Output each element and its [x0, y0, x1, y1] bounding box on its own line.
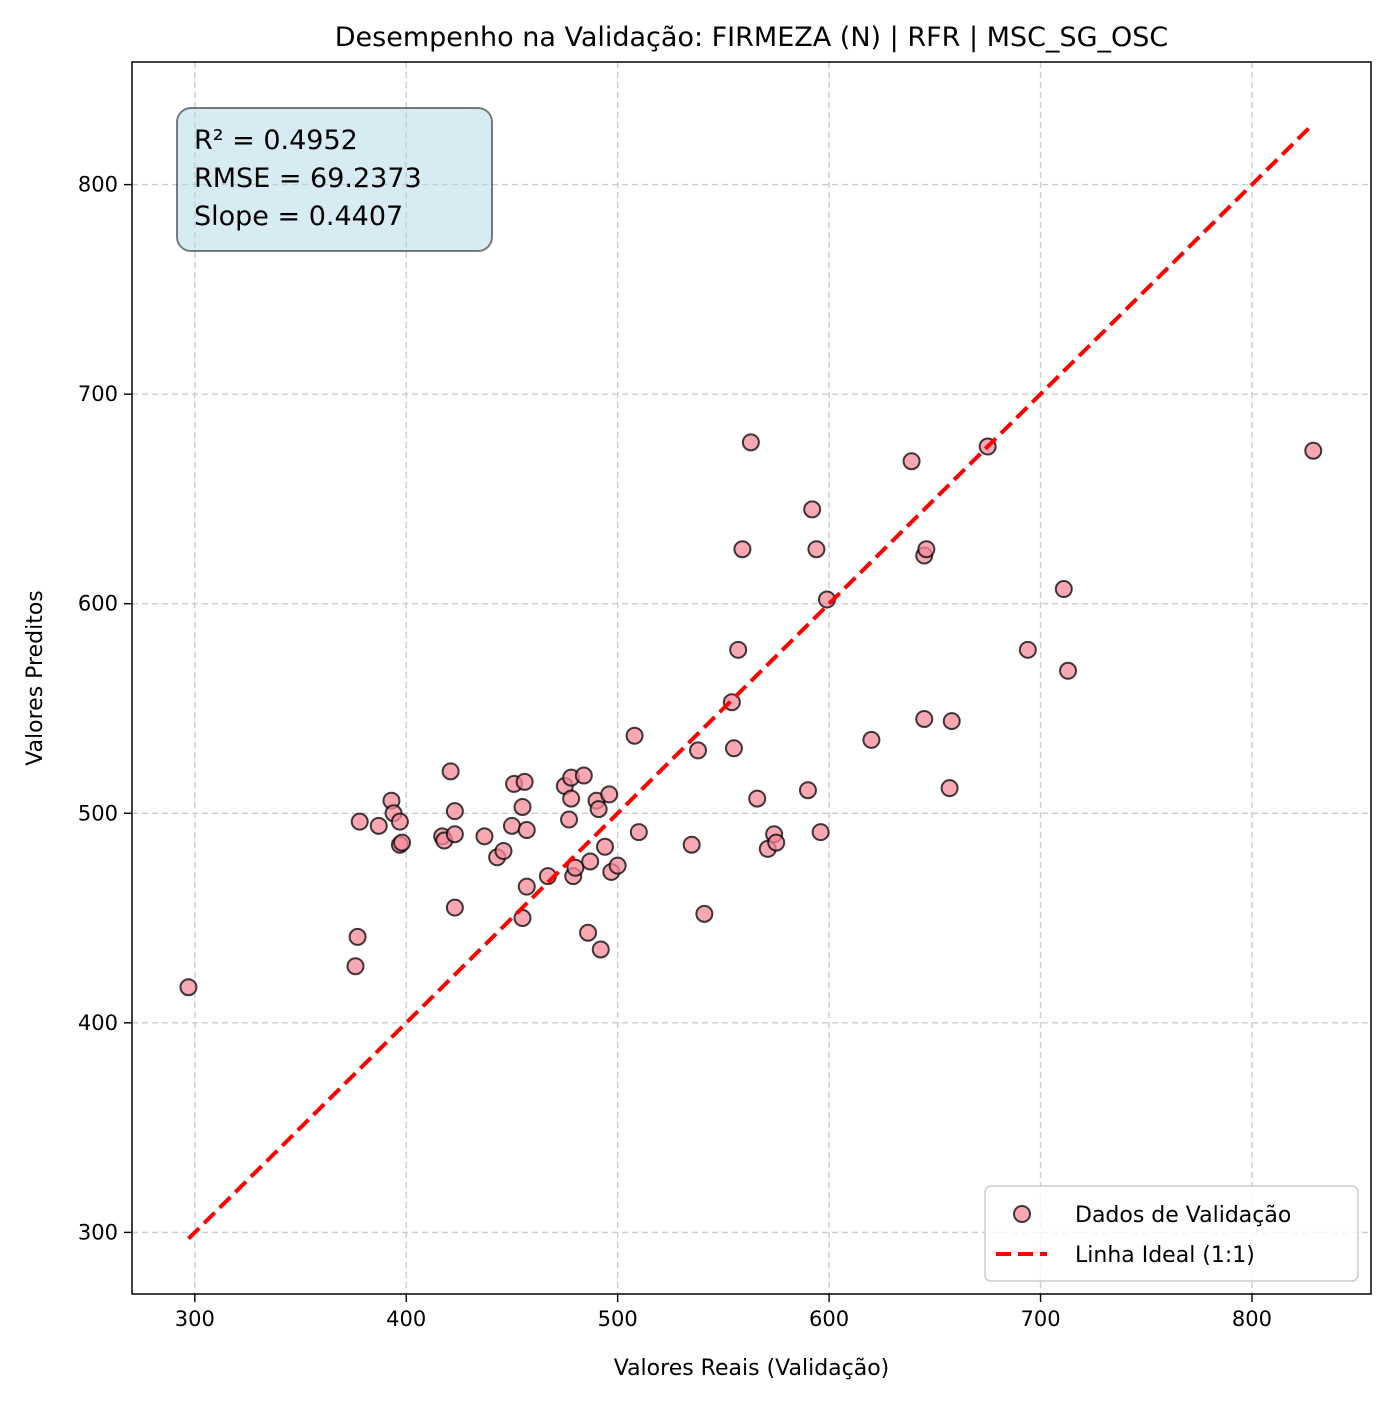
- data-point: [1304, 441, 1323, 460]
- data-point: [562, 789, 581, 808]
- data-point: [1054, 580, 1073, 599]
- data-point: [445, 825, 464, 844]
- data-point: [942, 712, 961, 731]
- grid: [132, 62, 1371, 1294]
- legend-label-line: Linha Ideal (1:1): [1075, 1243, 1255, 1268]
- plot-frame: [131, 61, 1372, 1295]
- data-point: [513, 797, 532, 816]
- y-tick-label: 800: [78, 173, 118, 197]
- data-point: [179, 978, 198, 997]
- data-point: [475, 827, 494, 846]
- data-point: [729, 640, 748, 659]
- data-point: [625, 726, 644, 745]
- stats-box: R² = 0.4952 RMSE = 69.2373 Slope = 0.4407: [176, 107, 493, 252]
- data-point: [346, 957, 365, 976]
- stats-line: RMSE = 69.2373: [194, 163, 422, 194]
- x-tick-label: 800: [1232, 1307, 1272, 1331]
- data-point: [608, 856, 627, 875]
- data-point: [1018, 640, 1037, 659]
- data-point: [682, 835, 701, 854]
- data-point: [915, 709, 934, 728]
- x-tick-label: 300: [175, 1307, 215, 1331]
- data-point: [502, 816, 521, 835]
- data-point: [566, 858, 585, 877]
- data-point: [902, 452, 921, 471]
- axis-ticks: 300 400 500 600 700 800 300 400 500 600 700 800: [78, 173, 1272, 1331]
- data-point: [441, 762, 460, 781]
- x-tick-label: 400: [386, 1307, 426, 1331]
- data-point: [741, 433, 760, 452]
- data-point: [917, 540, 936, 559]
- data-point: [515, 772, 534, 791]
- data-point: [589, 800, 608, 819]
- x-tick-label: 500: [598, 1307, 638, 1331]
- data-point: [811, 823, 830, 842]
- data-point: [445, 898, 464, 917]
- data-point: [517, 821, 536, 840]
- data-point: [940, 779, 959, 798]
- data-point: [767, 833, 786, 852]
- data-point: [350, 812, 369, 831]
- data-point: [629, 823, 648, 842]
- plot-area: [179, 122, 1323, 1241]
- chart-title: Desempenho na Validação: FIRMEZA (N) | R…: [335, 22, 1168, 53]
- stats-line: Slope = 0.4407: [194, 201, 403, 232]
- data-point: [445, 802, 464, 821]
- data-point: [748, 789, 767, 808]
- data-point: [579, 923, 598, 942]
- data-point: [369, 816, 388, 835]
- data-point: [494, 841, 513, 860]
- legend-frame: [984, 1185, 1359, 1282]
- data-point: [798, 781, 817, 800]
- data-point: [695, 904, 714, 923]
- data-point: [348, 927, 367, 946]
- data-point: [689, 741, 708, 760]
- stats-box-background: [176, 107, 493, 252]
- data-point: [733, 540, 752, 559]
- y-tick-label: 600: [78, 592, 118, 616]
- y-tick-label: 400: [78, 1011, 118, 1035]
- data-point: [574, 766, 593, 785]
- data-point: [581, 852, 600, 871]
- data-point: [393, 833, 412, 852]
- data-point: [1059, 661, 1078, 680]
- data-point: [595, 837, 614, 856]
- data-point: [862, 730, 881, 749]
- x-tick-label: 600: [809, 1307, 849, 1331]
- data-point: [390, 812, 409, 831]
- stats-line: R² = 0.4952: [194, 125, 358, 156]
- legend: Dados de Validação Linha Ideal (1:1): [984, 1185, 1359, 1282]
- data-point: [591, 940, 610, 959]
- data-point: [517, 877, 536, 896]
- data-point: [560, 810, 579, 829]
- data-point: [600, 785, 619, 804]
- data-point: [803, 500, 822, 519]
- y-tick-label: 300: [78, 1220, 118, 1244]
- data-point: [724, 739, 743, 758]
- legend-marker-scatter: [1013, 1205, 1031, 1223]
- legend-label-scatter: Dados de Validação: [1075, 1203, 1291, 1228]
- y-tick-label: 700: [78, 382, 118, 406]
- y-tick-label: 500: [78, 801, 118, 825]
- x-tick-label: 700: [1020, 1307, 1060, 1331]
- y-axis-label: Valores Preditos: [23, 590, 48, 766]
- x-axis-label: Valores Reais (Validação): [614, 1356, 890, 1381]
- data-point: [807, 540, 826, 559]
